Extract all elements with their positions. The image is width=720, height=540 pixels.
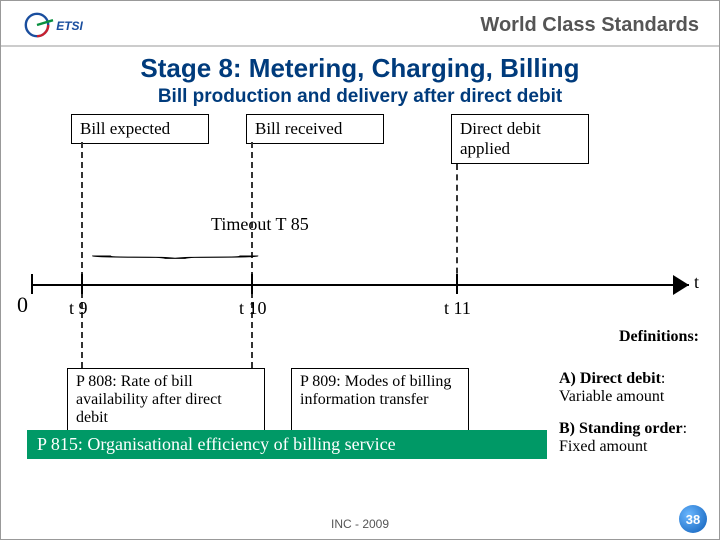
label-t9: t 9: [69, 298, 88, 319]
label-t11: t 11: [444, 298, 471, 319]
slide-title: Stage 8: Metering, Charging, Billing: [1, 53, 719, 84]
def-a: A) Direct debit: Variable amount: [559, 370, 699, 406]
timing-diagram: Bill expected Bill received Direct debit…: [21, 114, 699, 474]
box-bill-received: Bill received: [246, 114, 384, 144]
dash-t9: [81, 142, 83, 368]
timeline-axis: [31, 284, 689, 286]
greenbar-p815: P 815: Organisational efficiency of bill…: [27, 430, 547, 459]
tick-origin: [31, 274, 33, 294]
tick-t9: [81, 274, 83, 294]
timeout-brace: ⏟: [89, 242, 262, 259]
label-t10: t 10: [239, 298, 267, 319]
tick-t10: [251, 274, 253, 294]
definitions-heading: Definitions:: [619, 328, 699, 346]
box-bill-expected: Bill expected: [71, 114, 209, 144]
tagline: World Class Standards: [480, 14, 699, 37]
timeline-arrow: [673, 275, 689, 295]
header: ETSI World Class Standards: [1, 1, 719, 47]
footer-text: INC - 2009: [1, 517, 719, 531]
box-p809: P 809: Modes of billing information tran…: [291, 368, 469, 432]
box-p808: P 808: Rate of bill availability after d…: [67, 368, 265, 432]
svg-text:ETSI: ETSI: [56, 19, 83, 33]
tick-t11: [456, 274, 458, 294]
label-zero: 0: [17, 292, 28, 318]
box-direct-debit: Direct debit applied: [451, 114, 589, 164]
etsi-logo: ETSI: [21, 9, 101, 41]
dash-t11: [456, 164, 458, 284]
def-b: B) Standing order: Fixed amount: [559, 420, 699, 456]
timeout-label: Timeout T 85: [211, 214, 309, 235]
page-number: 38: [679, 505, 707, 533]
label-t: t: [694, 272, 699, 293]
slide-subtitle: Bill production and delivery after direc…: [1, 86, 719, 108]
